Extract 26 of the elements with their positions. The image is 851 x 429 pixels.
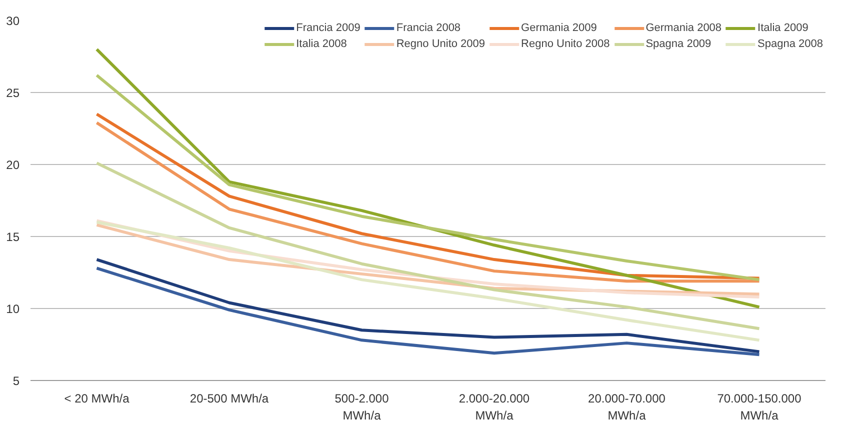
x-tick-label: < 20 MWh/a bbox=[64, 392, 130, 406]
legend-label: Francia 2008 bbox=[396, 22, 461, 34]
x-tick-label: 500-2.000 MWh/a bbox=[334, 392, 390, 422]
line-series bbox=[95, 220, 761, 342]
legend-label: Italia 2008 bbox=[296, 38, 347, 50]
x-tick-label: 20.000-70.000 MWh/a bbox=[588, 392, 666, 422]
y-tick-label: 5 bbox=[12, 374, 20, 388]
legend-label: Spagna 2008 bbox=[758, 38, 823, 50]
line-series bbox=[95, 48, 761, 309]
y-tick-label: 20 bbox=[6, 158, 20, 172]
legend-label: Regno Unito 2009 bbox=[396, 38, 486, 50]
legend-label: Francia 2009 bbox=[296, 22, 360, 34]
line-series bbox=[95, 162, 761, 330]
legend-label: Germania 2008 bbox=[646, 22, 722, 34]
legend-label: Regno Unito 2008 bbox=[521, 38, 610, 50]
legend-label: Italia 2009 bbox=[758, 22, 808, 34]
y-tick-label: 15 bbox=[6, 230, 20, 244]
x-tick-label: 20-500 MWh/a bbox=[190, 392, 269, 406]
legend-label: Spagna 2009 bbox=[646, 38, 712, 50]
legend-label: Germania 2009 bbox=[521, 22, 597, 34]
line-series bbox=[95, 74, 761, 282]
y-tick-label: 30 bbox=[6, 14, 20, 28]
y-tick-label: 10 bbox=[6, 302, 20, 316]
y-tick-label: 25 bbox=[6, 86, 20, 100]
x-tick-label: 2.000-20.000 MWh/a bbox=[458, 392, 530, 422]
x-tick-label: 70.000-150.000 MWh/a bbox=[717, 392, 802, 422]
